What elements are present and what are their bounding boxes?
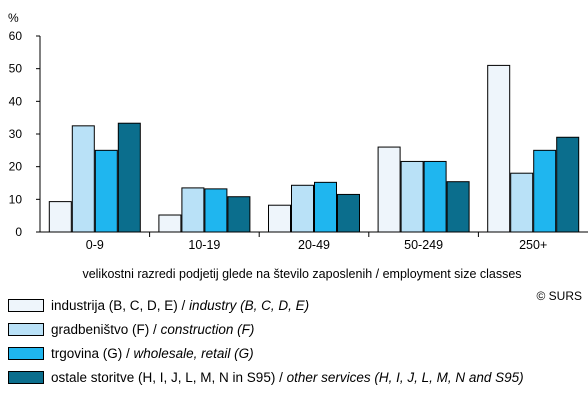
legend-swatch-other-services: [8, 370, 44, 384]
y-tick-label: 50: [9, 62, 23, 76]
bar: [94, 149, 118, 233]
legend-label-plain: gradbeništvo (F) /: [51, 321, 157, 337]
legend-item-industry: industrija (B, C, D, E) / industry (B, C…: [8, 293, 524, 317]
bar: [446, 181, 470, 233]
y-tick-label: 40: [9, 94, 23, 108]
x-axis-title: velikostni razredi podjetij glede na šte…: [82, 267, 521, 281]
x-tick-label: 10-19: [188, 238, 220, 252]
bar: [423, 160, 447, 233]
x-tick-label: 250+: [519, 238, 547, 252]
bar: [487, 64, 511, 233]
legend-swatch-trade: [8, 346, 44, 360]
y-tick-label: 30: [9, 127, 23, 141]
legend-swatch-industry: [8, 298, 44, 312]
y-tick-label: 10: [9, 192, 23, 206]
legend-label-italic: wholesale, retail (G): [133, 345, 254, 361]
bar: [71, 125, 95, 233]
x-tick-label: 0-9: [86, 238, 104, 252]
legend-label-italic: construction (F): [160, 321, 255, 337]
y-tick-label: 60: [9, 29, 23, 43]
bar: [181, 187, 205, 233]
legend-label-plain: ostale storitve (H, I, J, L, M, N in S95…: [51, 369, 283, 385]
bar: [204, 188, 228, 233]
legend-swatch-construction: [8, 322, 44, 336]
legend-label-italic: industry (B, C, D, E): [189, 297, 310, 313]
bar: [291, 184, 314, 233]
source-credit: © SURS: [536, 289, 582, 303]
bar: [227, 196, 251, 233]
y-axis-unit-label: %: [8, 11, 19, 25]
legend-item-trade: trgovina (G) / wholesale, retail (G): [8, 341, 524, 365]
bar: [377, 146, 401, 233]
bar: [533, 149, 557, 233]
legend-label-plain: trgovina (G) /: [51, 345, 130, 361]
y-tick-label: 0: [15, 225, 22, 239]
legend-item-construction: gradbeništvo (F) / construction (F): [8, 317, 524, 341]
bar: [268, 204, 291, 233]
legend: industrija (B, C, D, E) / industry (B, C…: [8, 293, 524, 389]
legend-label-plain: industrija (B, C, D, E) /: [51, 297, 186, 313]
bar: [314, 181, 337, 233]
bar: [48, 201, 72, 233]
bar: [117, 122, 141, 233]
legend-item-other-services: ostale storitve (H, I, J, L, M, N in S95…: [8, 365, 524, 389]
y-tick-label: 20: [9, 160, 23, 174]
bar: [158, 214, 182, 233]
bar: [510, 172, 534, 233]
bar: [400, 160, 424, 233]
x-tick-label: 20-49: [298, 238, 330, 252]
bar: [556, 136, 580, 233]
x-tick-label: 50-249: [404, 238, 443, 252]
bar: [337, 193, 360, 233]
legend-label-italic: other services (H, I, J, L, M, N and S95…: [286, 369, 524, 385]
